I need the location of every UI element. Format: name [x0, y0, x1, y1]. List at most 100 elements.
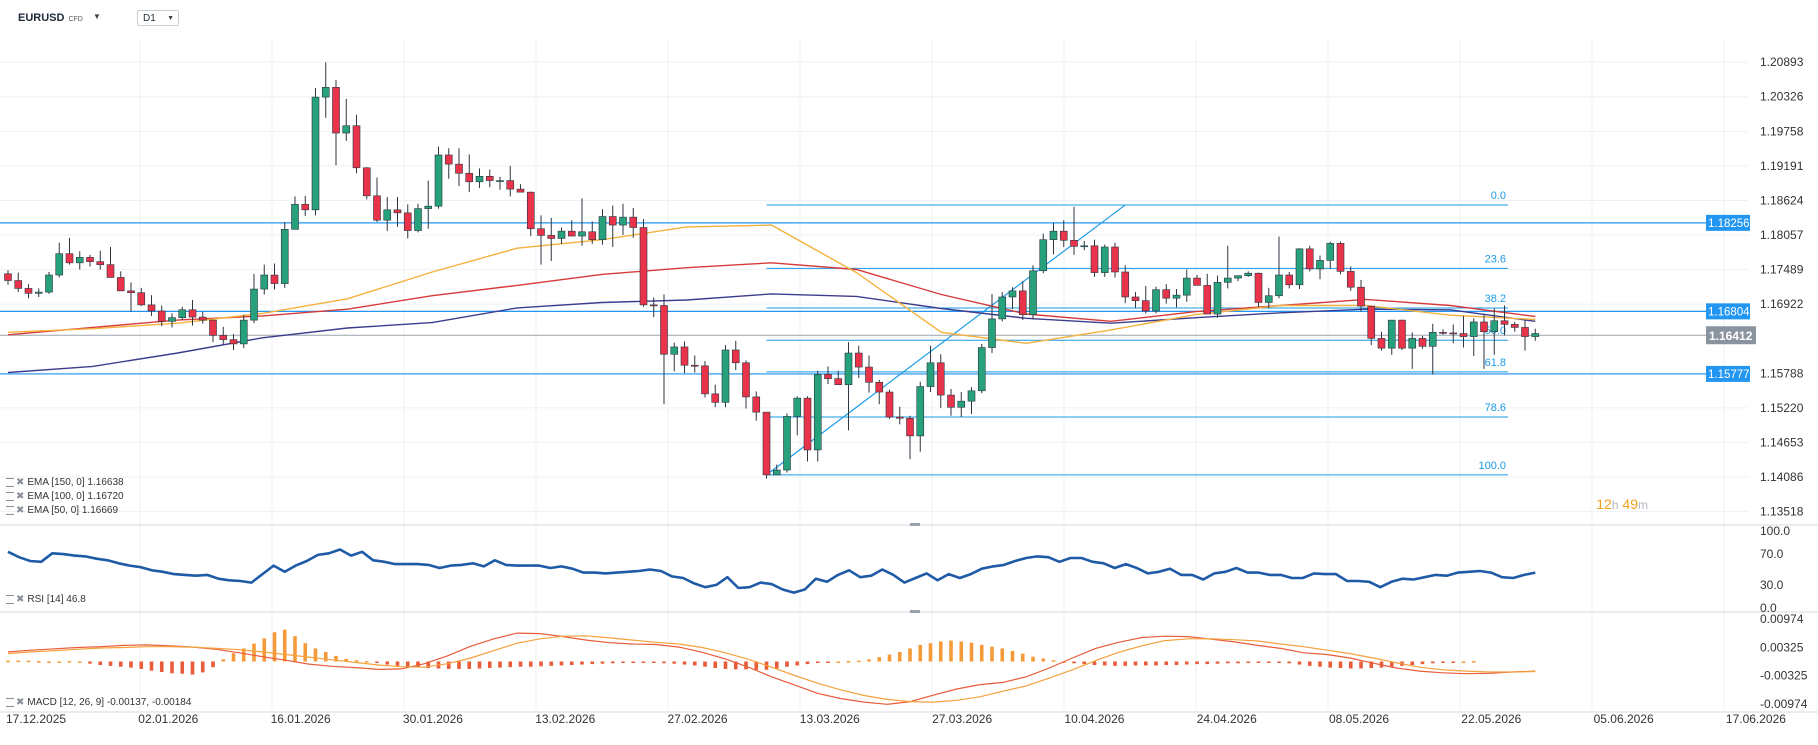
symbol-selector[interactable]: EURUSD CFD: [18, 12, 83, 24]
candle-body: [1531, 333, 1540, 337]
candle-body: [619, 216, 627, 226]
candle-body: [229, 339, 238, 345]
macd-histogram-bar: [1031, 656, 1035, 662]
candle-body: [75, 257, 84, 264]
candle-body: [1121, 271, 1130, 298]
macd-histogram-bar: [1471, 661, 1476, 663]
macd-histogram-bar: [446, 661, 451, 669]
close-icon[interactable]: ✖: [16, 594, 25, 605]
macd-histogram-bar: [180, 661, 185, 674]
candle-body: [444, 154, 453, 165]
candle-body: [967, 390, 976, 402]
macd-histogram-bar: [1174, 661, 1179, 665]
candle-body: [752, 396, 761, 413]
close-icon[interactable]: ✖: [16, 491, 25, 502]
candle-body: [721, 349, 730, 403]
macd-histogram-bar: [795, 661, 800, 666]
candle-body: [834, 378, 843, 386]
legend-ema50[interactable]: ✖ EMA [50, 0] 1.16669: [6, 505, 118, 516]
macd-histogram-bar: [877, 657, 882, 662]
candle-body: [434, 154, 443, 207]
macd-histogram-bar: [200, 661, 205, 673]
hours-unit: h: [1611, 498, 1619, 512]
macd-histogram-bar: [1307, 661, 1312, 666]
close-icon[interactable]: ✖: [16, 477, 25, 488]
minutes-unit: m: [1638, 498, 1648, 512]
menu-icon[interactable]: [6, 505, 14, 515]
candle-body: [1305, 248, 1314, 270]
macd-histogram-bar: [221, 659, 226, 662]
candle-body: [1316, 260, 1324, 270]
chevron-down-icon[interactable]: ▼: [93, 12, 101, 21]
macd-histogram-bar: [1113, 661, 1117, 666]
menu-icon[interactable]: [6, 477, 14, 487]
macd-histogram-bar: [1348, 661, 1353, 669]
macd-histogram-bar: [1236, 661, 1240, 664]
timeframe-select[interactable]: D1 ▼: [137, 10, 179, 26]
macd-histogram-bar: [190, 661, 195, 675]
candle-body: [680, 346, 689, 366]
legend-ema100[interactable]: ✖ EMA [100, 0] 1.16720: [6, 491, 124, 502]
close-icon[interactable]: ✖: [16, 505, 25, 516]
time-axis-tick: 16.01.2026: [271, 712, 331, 726]
price-level-badge: [1706, 303, 1750, 320]
candle-body: [362, 167, 371, 197]
macd-histogram-bar: [364, 661, 369, 663]
macd-histogram-bar: [1297, 661, 1302, 665]
close-icon[interactable]: ✖: [16, 697, 25, 708]
price-level-badge-text: 1.15777: [1708, 369, 1750, 381]
macd-histogram-bar: [1225, 661, 1230, 664]
macd-histogram-bar: [1020, 653, 1025, 662]
legend-rsi[interactable]: ✖ RSI [14] 46.8: [6, 594, 86, 605]
macd-histogram-bar: [395, 661, 400, 666]
price-level-badge-text: 1.16804: [1708, 306, 1750, 318]
macd-histogram-bar: [846, 661, 851, 663]
menu-icon[interactable]: [6, 697, 14, 707]
macd-histogram-bar: [856, 660, 861, 663]
candle-body: [670, 346, 679, 355]
time-axis-tick: 10.04.2026: [1064, 712, 1124, 726]
candle-body: [762, 411, 771, 476]
candle-body: [86, 257, 94, 262]
macd-histogram-bar: [785, 661, 789, 667]
candle-body: [1131, 296, 1140, 301]
legend-ema150[interactable]: ✖ EMA [150, 0] 1.16638: [6, 477, 124, 488]
macd-histogram-bar: [590, 661, 595, 665]
candle-body: [1510, 324, 1519, 328]
candle-body: [865, 366, 873, 383]
candle-body: [1295, 248, 1304, 286]
time-axis-tick: 22.05.2026: [1461, 712, 1521, 726]
macd-histogram-bar: [979, 644, 984, 662]
macd-histogram-bar: [1164, 661, 1169, 665]
macd-histogram-bar: [1389, 661, 1394, 667]
fibonacci-level-label: 23.6: [1485, 253, 1506, 265]
candle-body: [988, 318, 996, 348]
macd-histogram-bar: [1184, 661, 1189, 665]
macd-histogram-bar: [651, 661, 656, 663]
macd-histogram-bar: [1051, 660, 1056, 662]
candle-body: [1080, 245, 1089, 248]
time-axis-tick: 05.06.2026: [1594, 712, 1654, 726]
pane-resize-handle: [910, 610, 920, 613]
candle-body: [526, 191, 535, 230]
candle-body: [1408, 338, 1417, 349]
candle-body: [1377, 338, 1386, 349]
candle-body: [1326, 243, 1335, 261]
macd-histogram-bar: [139, 661, 144, 669]
candle-body: [393, 209, 402, 214]
candle-body: [280, 229, 289, 284]
current-price-badge: [1706, 326, 1756, 345]
legend-ema100-label: EMA [100, 0] 1.16720: [27, 491, 124, 502]
menu-icon[interactable]: [6, 491, 14, 501]
macd-histogram-bar: [580, 661, 584, 665]
countdown-minutes: 49: [1622, 496, 1638, 512]
candle-body: [598, 216, 607, 240]
macd-histogram-bar: [1451, 661, 1456, 663]
candle-body: [1418, 338, 1427, 347]
price-axis-tick: 1.18057: [1760, 228, 1804, 242]
candle-body: [55, 253, 64, 276]
menu-icon[interactable]: [6, 594, 14, 604]
legend-macd[interactable]: ✖ MACD [12, 26, 9] -0.00137, -0.00184: [6, 697, 191, 708]
